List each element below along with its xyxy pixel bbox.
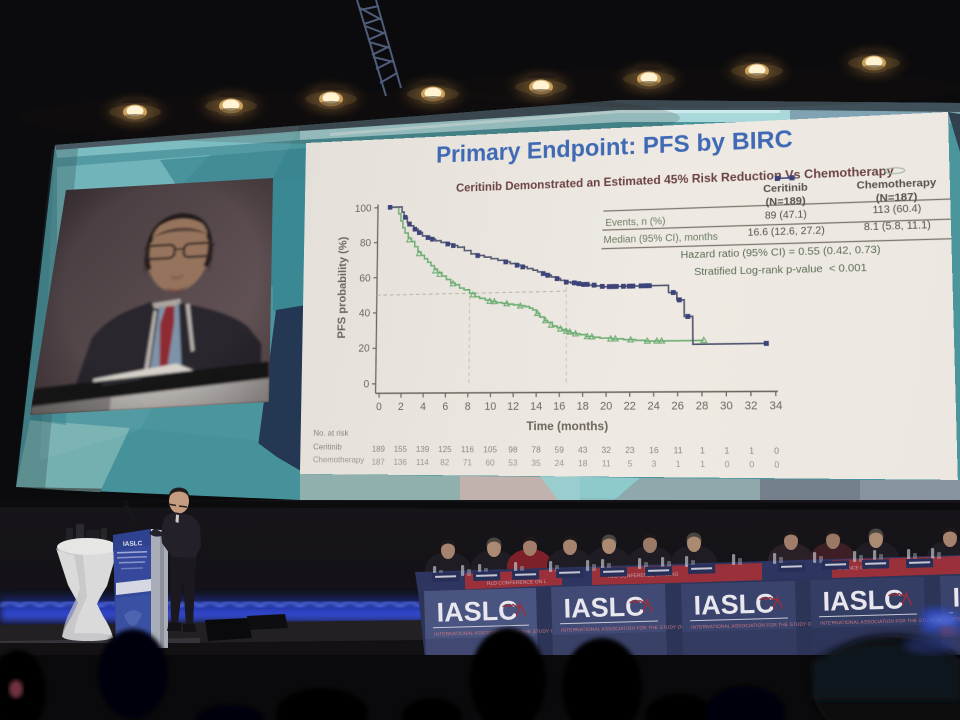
svg-text:IASLC: IASLC: [693, 588, 775, 620]
svg-text:IASLC: IASLC: [822, 584, 904, 616]
svg-text:125: 125: [438, 444, 452, 454]
svg-text:24: 24: [555, 458, 564, 468]
svg-text:0: 0: [749, 459, 754, 470]
svg-text:105: 105: [483, 444, 497, 454]
svg-text:114: 114: [416, 457, 429, 467]
svg-text:1: 1: [676, 459, 681, 470]
svg-text:3: 3: [652, 458, 657, 469]
svg-text:80: 80: [360, 238, 372, 250]
svg-text:35: 35: [531, 458, 540, 468]
svg-text:116: 116: [461, 444, 474, 454]
svg-text:0: 0: [774, 459, 779, 470]
svg-text:60: 60: [485, 457, 494, 467]
svg-text:IASLC: IASLC: [952, 580, 960, 612]
svg-text:82: 82: [440, 457, 449, 467]
svg-text:2: 2: [398, 401, 404, 413]
svg-text:18: 18: [577, 400, 589, 413]
svg-text:98: 98: [508, 444, 517, 454]
svg-text:100: 100: [355, 203, 372, 215]
svg-text:12: 12: [507, 401, 519, 414]
svg-text:0: 0: [725, 459, 730, 470]
svg-text:11: 11: [602, 458, 611, 469]
svg-text:20: 20: [358, 343, 370, 355]
svg-text:189: 189: [372, 444, 385, 454]
svg-text:18: 18: [578, 458, 587, 469]
svg-text:INTERNATIONAL ASSOCIATION FOR: INTERNATIONAL ASSOCIATION FOR THE STUDY …: [691, 620, 852, 630]
svg-text:136: 136: [394, 457, 407, 467]
svg-text:1: 1: [724, 445, 729, 456]
svg-text:INTERNATIONAL ASSOCIATION FOR: INTERNATIONAL ASSOCIATION FOR THE STUDY …: [820, 616, 960, 626]
svg-text:0: 0: [774, 445, 779, 456]
svg-text:IASLC: IASLC: [563, 591, 645, 623]
svg-text:43: 43: [578, 445, 587, 455]
svg-text:24: 24: [647, 400, 660, 413]
svg-text:PFS probability (%): PFS probability (%): [337, 236, 350, 338]
svg-text:32: 32: [601, 445, 611, 456]
svg-text:71: 71: [463, 457, 472, 467]
svg-text:14: 14: [530, 401, 543, 414]
svg-text:10: 10: [484, 401, 496, 413]
svg-text:INTERNATIONAL ASSOCIATION FOR: INTERNATIONAL ASSOCIATION FOR THE STUDY …: [561, 623, 722, 633]
svg-text:22: 22: [624, 400, 636, 413]
svg-text:16: 16: [649, 445, 659, 456]
svg-text:139: 139: [416, 444, 429, 454]
svg-text:0: 0: [363, 378, 369, 390]
svg-text:187: 187: [372, 457, 385, 467]
svg-text:155: 155: [394, 444, 407, 454]
svg-text:0: 0: [376, 401, 382, 413]
svg-text:20: 20: [600, 400, 613, 413]
svg-text:23: 23: [625, 445, 635, 456]
svg-text:ERENCE ON LU: ERENCE ON LU: [838, 565, 876, 572]
svg-text:11: 11: [673, 445, 682, 456]
svg-text:IASLC: IASLC: [436, 595, 518, 627]
svg-text:78: 78: [531, 445, 540, 455]
svg-text:34: 34: [769, 400, 783, 413]
svg-text:40: 40: [359, 308, 371, 320]
svg-text:26: 26: [671, 400, 684, 413]
svg-text:RLD CONFERENCE ON LUNG: RLD CONFERENCE ON LUNG: [608, 572, 679, 580]
svg-text:32: 32: [745, 400, 758, 413]
svg-text:59: 59: [555, 445, 564, 455]
svg-text:60: 60: [359, 273, 371, 285]
svg-text:6: 6: [442, 401, 448, 413]
svg-text:8: 8: [465, 401, 471, 413]
svg-text:53: 53: [508, 458, 517, 468]
svg-text:1: 1: [749, 445, 754, 456]
svg-text:1: 1: [700, 459, 705, 470]
svg-text:30: 30: [720, 400, 734, 413]
svg-text:5: 5: [628, 458, 633, 469]
svg-text:IASLC: IASLC: [123, 540, 143, 548]
svg-text:RLD CONFERENCE ON L: RLD CONFERENCE ON L: [487, 579, 547, 587]
svg-text:1: 1: [700, 445, 705, 456]
svg-text:16: 16: [553, 401, 565, 414]
svg-text:4: 4: [420, 401, 426, 413]
svg-text:28: 28: [696, 400, 709, 413]
